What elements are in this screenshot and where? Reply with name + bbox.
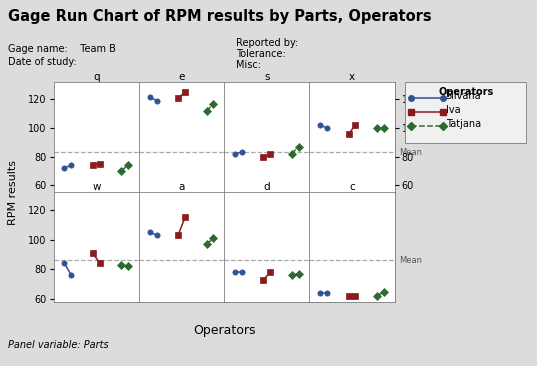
Text: Mean: Mean (399, 256, 422, 265)
Text: d: d (264, 182, 270, 192)
Text: Gage name:    Team B: Gage name: Team B (8, 44, 116, 54)
Text: x: x (349, 72, 355, 82)
Text: q: q (93, 72, 100, 82)
Text: s: s (264, 72, 270, 82)
Text: Date of study:: Date of study: (8, 57, 77, 67)
Text: Tatjana: Tatjana (446, 119, 481, 129)
Text: Tolerance:: Tolerance: (236, 49, 286, 59)
Text: Operators: Operators (438, 87, 494, 97)
Text: e: e (178, 72, 185, 82)
Text: Misc:: Misc: (236, 60, 262, 70)
Text: Iva: Iva (446, 105, 460, 115)
Text: Gage Run Chart of RPM results by Parts, Operators: Gage Run Chart of RPM results by Parts, … (8, 9, 432, 24)
Text: RPM results: RPM results (9, 160, 18, 225)
Text: Mean: Mean (399, 148, 422, 157)
Text: Reported by:: Reported by: (236, 38, 299, 48)
Text: a: a (178, 182, 185, 192)
Text: Silvana: Silvana (446, 91, 481, 101)
Text: Operators: Operators (193, 324, 256, 337)
Text: c: c (349, 182, 355, 192)
Text: Panel variable: Parts: Panel variable: Parts (8, 340, 108, 350)
Text: w: w (92, 182, 100, 192)
